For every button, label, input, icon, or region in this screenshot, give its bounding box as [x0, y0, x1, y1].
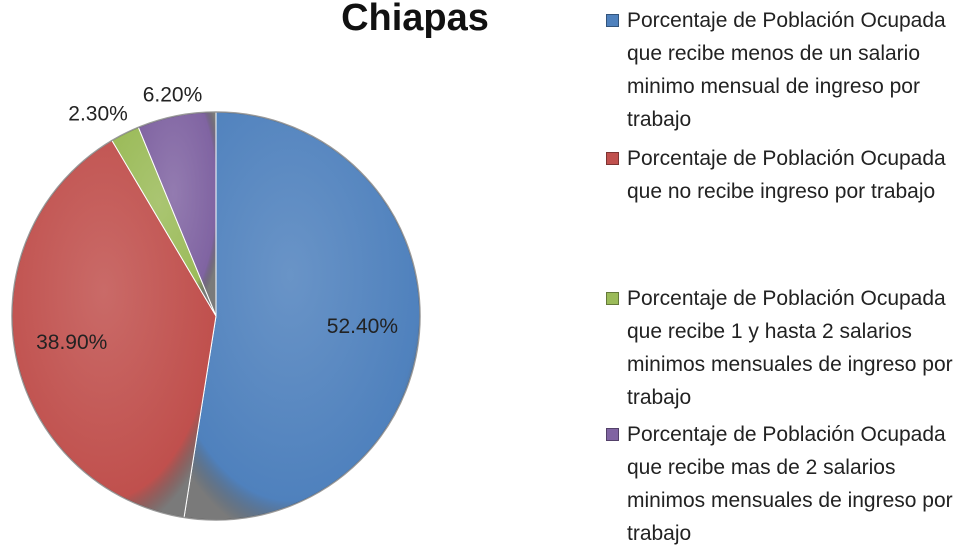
legend-swatch: [606, 14, 619, 27]
legend-item: Porcentaje de Población Ocupada que reci…: [606, 282, 972, 414]
data-label: 38.90%: [36, 331, 107, 354]
data-label: 52.40%: [327, 315, 398, 338]
legend-swatch: [606, 428, 619, 441]
legend-label: Porcentaje de Población Ocupada que no r…: [627, 147, 946, 203]
legend-swatch: [606, 152, 619, 165]
data-label: 6.20%: [143, 83, 203, 106]
legend-label: Porcentaje de Población Ocupada que reci…: [627, 287, 953, 409]
legend-item: Porcentaje de Población Ocupada que no r…: [606, 142, 972, 208]
legend-label: Porcentaje de Población Ocupada que reci…: [627, 9, 946, 131]
legend-swatch: [606, 292, 619, 305]
legend-item: Porcentaje de Población Ocupada que reci…: [606, 4, 972, 136]
legend-label: Porcentaje de Población Ocupada que reci…: [627, 423, 953, 545]
data-label: 2.30%: [68, 103, 128, 126]
legend-item: Porcentaje de Población Ocupada que reci…: [606, 418, 972, 550]
chart-title: Chiapas: [341, 0, 489, 39]
